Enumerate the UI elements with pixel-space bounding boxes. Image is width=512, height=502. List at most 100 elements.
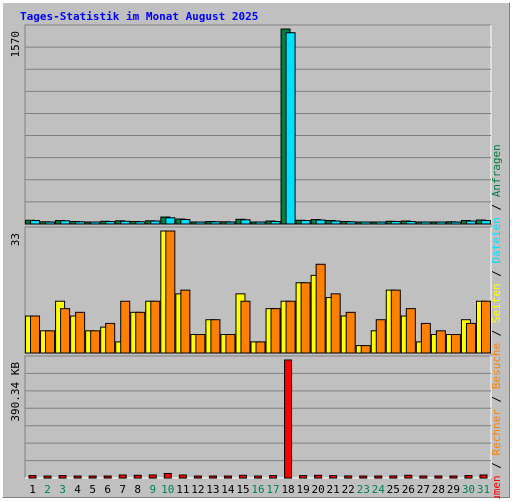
bar-visits-day-31 [480, 300, 491, 354]
x-label-day-6: 6 [104, 483, 111, 496]
bar-visits-day-15 [240, 300, 251, 354]
bar-files-day-27 [420, 221, 431, 225]
x-label-day-11: 11 [176, 483, 189, 496]
bar-files-day-3 [60, 220, 71, 225]
legend-part: / [490, 323, 503, 343]
x-label-day-18: 18 [281, 483, 294, 496]
bar-visits-day-29 [450, 334, 461, 354]
bar-files-day-26 [405, 221, 416, 225]
bar-kbytes-day-27 [419, 475, 428, 479]
bar-kbytes-day-19 [299, 475, 308, 479]
bar-visits-day-4 [75, 311, 86, 354]
bar-visits-day-21 [330, 293, 341, 354]
bar-kbytes-day-22 [344, 475, 353, 479]
legend-part: Seiten [490, 283, 503, 323]
bar-kbytes-day-9 [148, 474, 157, 479]
x-label-day-23: 23 [357, 483, 370, 496]
bar-kbytes-day-18 [284, 359, 293, 479]
bar-files-day-20 [315, 219, 326, 225]
x-label-day-19: 19 [296, 483, 309, 496]
bar-files-day-21 [330, 220, 341, 225]
panel-middle: 33 [9, 226, 492, 354]
bar-kbytes-day-10 [163, 472, 172, 479]
bar-visits-day-25 [390, 289, 401, 354]
x-label-day-14: 14 [221, 483, 235, 496]
panel-top: 1570 [9, 24, 492, 225]
bar-visits-day-7 [120, 300, 131, 354]
bar-files-day-30 [465, 220, 476, 225]
panel-top-background [24, 24, 492, 225]
bar-kbytes-day-20 [314, 474, 323, 479]
bar-kbytes-day-21 [329, 475, 338, 479]
bar-kbytes-day-26 [404, 474, 413, 479]
x-label-day-21: 21 [327, 483, 340, 496]
chart-title: Tages-Statistik im Monat August 2025 [20, 10, 258, 23]
legend-part: / [490, 263, 503, 283]
x-label-day-27: 27 [417, 483, 430, 496]
bar-visits-day-11 [180, 289, 191, 354]
bar-files-day-14 [225, 221, 236, 225]
x-label-day-8: 8 [134, 483, 141, 496]
x-label-day-26: 26 [402, 483, 415, 496]
bar-kbytes-day-3 [58, 475, 67, 479]
x-label-day-29: 29 [447, 483, 460, 496]
bar-files-day-4 [75, 221, 86, 225]
bar-visits-day-6 [105, 322, 116, 354]
bar-kbytes-day-28 [434, 475, 443, 479]
x-label-day-30: 30 [462, 483, 475, 496]
bar-files-day-9 [150, 220, 161, 225]
bar-files-day-17 [270, 221, 281, 225]
bar-files-day-16 [255, 221, 266, 225]
x-axis-labels: 1 2 3 4 5 6 7 8 9 10 11 12 13 14 15 16 17 18 19 20 21 22 23 24 2… [29, 483, 490, 496]
panel-bottom-background [24, 355, 492, 479]
bar-kbytes-day-31 [479, 474, 488, 479]
panel-bottom-max-label: 390.34 KB [9, 362, 22, 422]
legend: Volumen / Rechner / Besuche / Seiten / D… [490, 144, 503, 499]
bar-visits-day-12 [195, 334, 206, 354]
bar-files-day-29 [450, 221, 461, 225]
bar-files-day-5 [90, 221, 101, 225]
bar-kbytes-day-13 [208, 475, 217, 479]
x-label-day-10: 10 [161, 483, 174, 496]
bar-visits-day-5 [90, 330, 101, 354]
bar-visits-day-23 [360, 345, 371, 354]
bar-files-day-10 [165, 217, 176, 225]
bar-visits-day-10 [165, 230, 176, 354]
bar-kbytes-day-7 [118, 474, 127, 479]
bar-kbytes-day-2 [43, 475, 52, 479]
bar-files-day-18 [285, 32, 296, 225]
bar-visits-day-22 [345, 311, 356, 354]
bar-visits-day-26 [405, 308, 416, 354]
bar-kbytes-day-15 [238, 474, 247, 479]
bar-kbytes-day-5 [88, 475, 97, 479]
bar-kbytes-day-8 [133, 474, 142, 479]
x-label-day-28: 28 [432, 483, 445, 496]
bar-kbytes-day-23 [359, 475, 368, 479]
legend-part: Anfragen [490, 144, 503, 197]
x-label-day-3: 3 [59, 483, 66, 496]
legend-part: / [490, 197, 503, 217]
x-label-day-17: 17 [266, 483, 279, 496]
x-label-day-25: 25 [387, 483, 400, 496]
bar-visits-day-3 [60, 308, 71, 354]
bar-files-day-19 [300, 220, 311, 225]
bar-files-day-15 [240, 219, 251, 225]
bar-files-day-25 [390, 221, 401, 225]
bar-files-day-28 [435, 221, 446, 225]
bar-visits-day-28 [435, 330, 446, 354]
bar-visits-day-13 [210, 319, 221, 354]
bar-visits-day-16 [255, 341, 266, 354]
bar-visits-day-20 [315, 263, 326, 354]
x-label-day-5: 5 [89, 483, 96, 496]
bar-files-day-8 [135, 221, 146, 225]
x-label-day-20: 20 [312, 483, 325, 496]
bar-kbytes-day-6 [103, 475, 112, 479]
x-label-day-16: 16 [251, 483, 264, 496]
bar-kbytes-day-1 [28, 475, 37, 479]
daily-statistics-chart: Tages-Statistik im Monat August 2025 157… [9, 10, 503, 499]
bar-files-day-7 [120, 220, 131, 225]
x-label-day-2: 2 [44, 483, 51, 496]
bar-visits-day-2 [45, 330, 56, 354]
bar-files-day-1 [30, 220, 41, 225]
